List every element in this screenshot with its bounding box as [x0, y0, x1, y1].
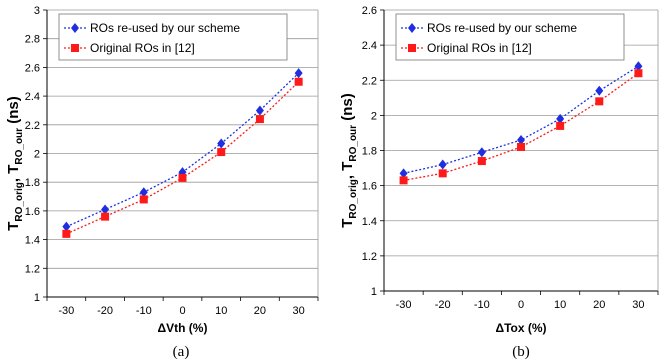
data-point-diamond — [634, 61, 643, 72]
legend-marker-square — [408, 44, 416, 52]
y-tick-label: 1.2 — [25, 263, 40, 275]
y-label-unit: (ns) — [339, 93, 356, 125]
y-label-sub1: RO_orig — [348, 179, 359, 218]
x-tick-label: 0 — [518, 299, 524, 311]
y-label-main: T — [339, 219, 356, 228]
legend-box — [395, 13, 625, 61]
series-line-1 — [403, 65, 639, 174]
panel-caption: (a) — [173, 344, 190, 360]
x-tick-label: -10 — [474, 299, 490, 311]
x-tick-label: -30 — [58, 305, 74, 317]
y-tick-label: 2.4 — [362, 40, 377, 52]
data-point-square — [62, 229, 71, 238]
panel-caption: (b) — [512, 344, 530, 360]
legend-label: ROs re-used by our scheme — [90, 21, 240, 35]
data-point-square — [399, 176, 408, 185]
y-tick-label: 3 — [34, 5, 40, 17]
data-point-square — [477, 157, 486, 166]
data-point-square — [517, 142, 525, 151]
y-tick-label: 2 — [34, 149, 40, 161]
x-tick-label: -20 — [435, 299, 451, 311]
y-label-sub1: RO_orig — [14, 182, 25, 221]
data-point-diamond — [595, 85, 604, 96]
legend-box — [58, 13, 288, 61]
data-point-diamond — [399, 168, 408, 179]
data-point-square — [178, 173, 187, 182]
y-tick-label: 2.6 — [25, 62, 40, 74]
legend-marker-square — [71, 44, 79, 52]
data-point-square — [595, 97, 604, 106]
data-point-diamond — [101, 204, 110, 215]
y-tick-label: 1.2 — [362, 251, 377, 263]
legend-label: ROs re-used by our scheme — [427, 21, 577, 35]
x-tick-label: 30 — [293, 305, 305, 317]
legend-label: Original ROs in [12] — [90, 41, 195, 55]
x-tick-label: -30 — [396, 299, 412, 311]
y-label-sub2: RO_our — [14, 128, 25, 165]
legend-label: Original ROs in [12] — [427, 41, 532, 55]
x-tick-label: -10 — [136, 305, 152, 317]
data-point-square — [139, 195, 148, 204]
x-tick-label: 10 — [215, 305, 227, 317]
y-tick-label: 2 — [371, 110, 377, 122]
y-tick-label: 2.8 — [25, 34, 40, 46]
y-label-sub2: RO_our — [348, 125, 359, 162]
series-line-2 — [403, 72, 639, 182]
legend-marker-diamond — [71, 23, 79, 33]
data-point-diamond — [255, 105, 264, 116]
data-point-diamond — [438, 159, 447, 170]
y-axis-label: TRO_orig, TRO_our (ns) — [5, 96, 25, 230]
data-point-square — [255, 115, 264, 124]
y-axis-label: TRO_orig, TRO_our (ns) — [339, 93, 359, 227]
y-tick-label: 1 — [34, 292, 40, 304]
data-point-diamond — [62, 221, 71, 232]
y-tick-label: 1.8 — [25, 177, 40, 189]
y-tick-label: 2.4 — [25, 91, 40, 103]
y-tick-label: 2.6 — [362, 5, 377, 17]
data-point-diamond — [477, 147, 486, 158]
y-tick-label: 2.2 — [362, 75, 377, 87]
y-tick-label: 1.4 — [362, 216, 377, 228]
y-label-mid: , T — [339, 162, 356, 180]
y-tick-label: 2.2 — [25, 120, 40, 132]
y-tick-label: 1.6 — [25, 206, 40, 218]
data-point-square — [438, 169, 447, 178]
y-tick-label: 1 — [371, 286, 377, 298]
data-point-square — [217, 148, 226, 157]
y-label-unit: (ns) — [5, 96, 22, 128]
data-point-diamond — [556, 113, 565, 124]
y-tick-label: 1.8 — [362, 146, 377, 158]
x-tick-label: 20 — [593, 299, 605, 311]
data-point-square — [294, 77, 303, 86]
data-point-diamond — [294, 68, 303, 79]
y-label-main: T — [5, 222, 22, 231]
y-label-mid: , T — [5, 165, 22, 183]
data-point-square — [634, 69, 643, 78]
legend-marker-diamond — [408, 23, 416, 33]
data-point-diamond — [217, 138, 226, 149]
chart-panel-1: 1 1.2 1.4 1.6 1.8 2 2.2 2.4 2.6 2.8 3 -30 -20 -10 0 10 2… — [5, 5, 319, 360]
y-tick-label: 1.6 — [362, 181, 377, 193]
x-tick-label: 30 — [632, 299, 644, 311]
x-axis-label: ΔVth (%) — [158, 321, 208, 335]
x-tick-label: -20 — [97, 305, 113, 317]
data-point-diamond — [517, 134, 525, 145]
data-point-diamond — [139, 187, 148, 198]
x-axis-label: ΔTox (%) — [495, 321, 546, 335]
y-tick-label: 1.4 — [25, 235, 40, 247]
data-point-square — [101, 212, 110, 221]
x-tick-label: 10 — [554, 299, 566, 311]
x-tick-label: 20 — [254, 305, 266, 317]
x-tick-label: 0 — [179, 305, 185, 317]
data-point-square — [556, 121, 565, 130]
chart-panel-2: 1 1.2 1.4 1.6 1.8 2 2.2 2.4 2.6 -30 -20 -10 0 10 20 30 R… — [339, 5, 659, 360]
